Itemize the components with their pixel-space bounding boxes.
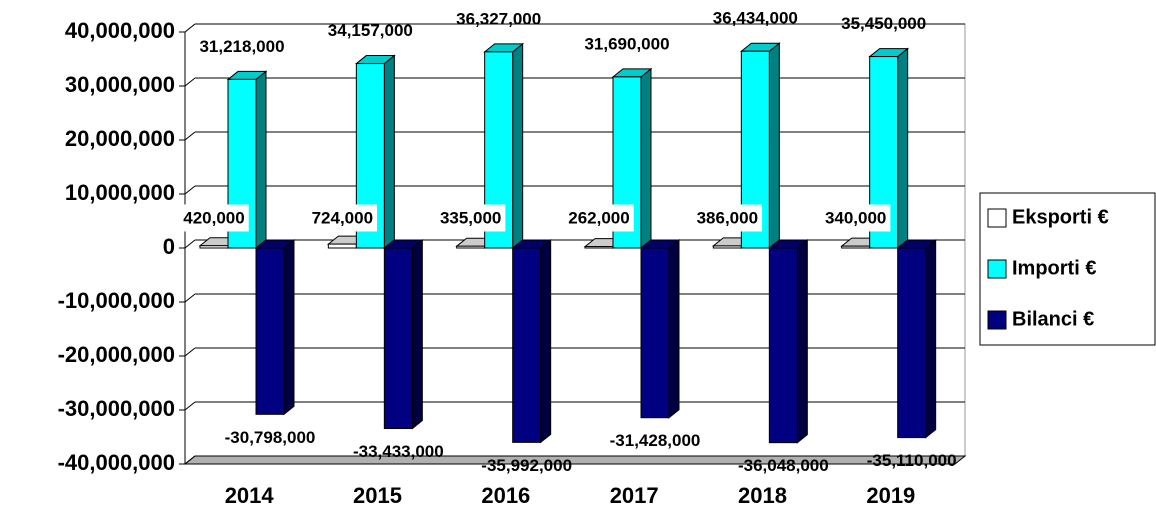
legend-label: Bilanci € — [1012, 308, 1094, 330]
bar-side — [796, 238, 808, 444]
x-tick-label: 2016 — [481, 483, 530, 508]
label-background — [692, 204, 763, 232]
label-background — [435, 204, 506, 232]
value-label: 36,434,000 — [713, 9, 798, 28]
bar — [584, 246, 614, 249]
bar — [768, 247, 798, 444]
bar-side — [383, 54, 395, 250]
value-label: 340,000 — [825, 208, 886, 227]
value-label: -35,992,000 — [481, 456, 572, 475]
bar — [897, 247, 927, 439]
value-label: -30,798,000 — [225, 428, 316, 447]
y-tick-label: 20,000,000 — [65, 126, 175, 151]
grid-line — [184, 23, 196, 33]
legend-box — [979, 192, 1156, 346]
bar-side — [925, 238, 937, 439]
y-tick-label: 40,000,000 — [65, 18, 175, 43]
value-label: 34,157,000 — [328, 21, 413, 40]
bar-side — [768, 42, 780, 250]
y-tick-label: 30,000,000 — [65, 72, 175, 97]
bar — [383, 247, 413, 430]
y-tick-label: 0 — [163, 234, 175, 259]
value-label: -36,048,000 — [738, 456, 829, 475]
value-label: -35,110,000 — [867, 451, 957, 470]
bar — [456, 245, 486, 249]
legend-swatch — [987, 208, 1007, 228]
bar-side — [283, 238, 295, 416]
bar — [255, 247, 285, 415]
grid-line — [184, 185, 196, 195]
bar-side — [668, 238, 680, 419]
legend-label: Eksporti € — [1012, 206, 1109, 228]
legend-swatch — [987, 259, 1007, 279]
bar-side — [897, 47, 909, 250]
floor — [183, 455, 967, 465]
bar-side — [640, 67, 652, 250]
value-label: 420,000 — [183, 208, 244, 227]
y-tick-label: -40,000,000 — [58, 450, 175, 475]
x-tick-label: 2014 — [225, 483, 275, 508]
value-label: 35,450,000 — [841, 14, 926, 33]
value-label: 36,327,000 — [456, 9, 541, 28]
legend-swatch — [987, 310, 1007, 330]
bar — [512, 247, 542, 443]
label-background — [564, 204, 634, 232]
grid-line — [184, 455, 196, 465]
grid-line — [184, 347, 196, 357]
label-background — [179, 204, 249, 232]
y-tick-label: -10,000,000 — [58, 288, 175, 313]
grid-line — [184, 401, 196, 411]
y-tick-label: -30,000,000 — [58, 396, 175, 421]
grid-line — [184, 131, 196, 141]
bar — [640, 247, 670, 419]
value-label: 262,000 — [568, 208, 629, 227]
value-label: 31,690,000 — [584, 34, 669, 53]
value-label: -31,428,000 — [610, 431, 701, 450]
value-label: -33,433,000 — [353, 442, 444, 461]
value-label: 724,000 — [312, 208, 373, 227]
bar-side — [255, 70, 267, 250]
x-tick-label: 2019 — [866, 483, 915, 508]
bar-side — [512, 42, 524, 250]
grid-line — [184, 77, 196, 87]
grid-line — [184, 239, 196, 249]
x-tick-label: 2015 — [353, 483, 402, 508]
x-tick-label: 2017 — [610, 483, 659, 508]
label-background — [307, 204, 378, 232]
value-label: 31,218,000 — [199, 37, 284, 56]
bar — [841, 245, 871, 249]
value-label: 335,000 — [440, 208, 501, 227]
bar-side — [540, 238, 552, 444]
legend-label: Importi € — [1012, 257, 1096, 279]
value-label: 386,000 — [697, 208, 758, 227]
y-tick-label: 10,000,000 — [65, 180, 175, 205]
grid-line — [184, 293, 196, 303]
bar-side — [411, 238, 423, 430]
y-tick-label: -20,000,000 — [58, 342, 175, 367]
x-tick-label: 2018 — [738, 483, 787, 508]
bar — [199, 245, 229, 249]
label-background — [820, 204, 891, 232]
bar — [712, 245, 742, 249]
bar — [327, 243, 357, 249]
